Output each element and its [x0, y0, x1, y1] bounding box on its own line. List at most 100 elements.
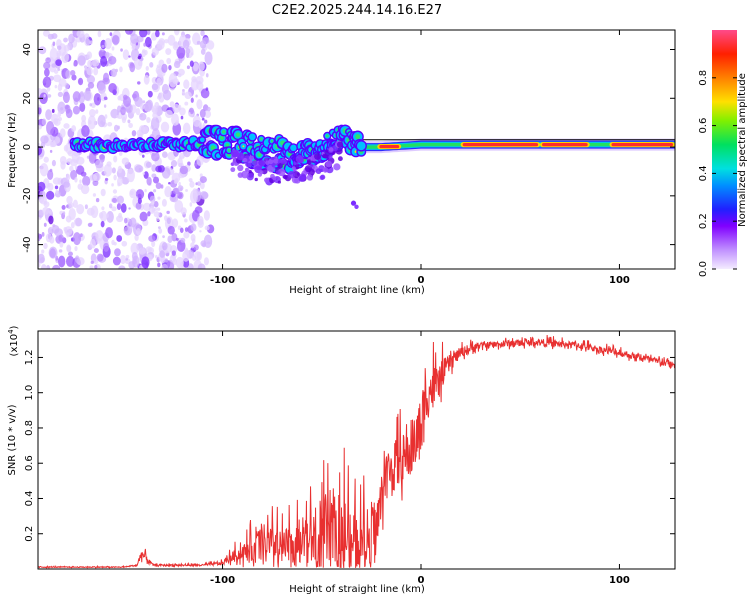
noise-blob [76, 204, 85, 215]
snr-ytick-label: 1.2 [24, 349, 35, 365]
band-spray [277, 158, 284, 165]
noise-blob [174, 200, 184, 213]
noise-blob [199, 230, 202, 233]
colorbar-label: Normalized spectral amplitude [737, 73, 748, 227]
band-blob-core [257, 152, 262, 157]
noise-blob [179, 227, 184, 233]
noise-blob [86, 53, 91, 59]
noise-blob [146, 176, 152, 186]
noise-blob [117, 165, 123, 174]
band-spray [304, 165, 312, 173]
noise-blob [203, 234, 213, 248]
band-spray [271, 163, 276, 168]
band-blob-mid [290, 144, 297, 152]
noise-blob [56, 39, 62, 48]
noise-blob [184, 91, 192, 100]
band-spray [258, 160, 266, 167]
spectrogram-ytick-label: -20 [22, 188, 33, 204]
noise-blob [119, 66, 123, 73]
noise-blob [185, 189, 188, 192]
noise-blob [111, 183, 114, 187]
band-spray [322, 167, 329, 173]
spectrogram-panel: -100 0 100 -40 -20 0 20 40 Height of straight … [7, 29, 748, 296]
noise-blob [121, 240, 128, 247]
noise-blob [93, 67, 99, 76]
noise-blob [197, 263, 206, 269]
snr-multiplier-close: ) [9, 325, 20, 329]
noise-blob [58, 255, 66, 268]
noise-blob [71, 125, 77, 133]
noise-blob [180, 115, 184, 120]
noise-blob [125, 30, 133, 35]
noise-blob [183, 79, 190, 90]
noise-blob [94, 265, 98, 269]
noise-blob [95, 198, 100, 203]
noise-blob [81, 114, 87, 123]
noise-blob [190, 242, 195, 249]
noise-blob [151, 47, 159, 56]
snr-xlabel: Height of straight line (km) [289, 584, 425, 595]
noise-blob [48, 215, 54, 225]
noise-blob [150, 116, 160, 131]
noise-blob [87, 81, 95, 89]
noise-blob [50, 141, 57, 148]
noise-blob [161, 263, 168, 269]
noise-blob [43, 93, 46, 98]
noise-blob [152, 176, 160, 184]
band-blob-mid [248, 133, 256, 141]
band-spray [282, 159, 288, 165]
snr-multiplier: (x104) [7, 325, 20, 356]
noise-blob [158, 228, 163, 234]
noise-blob [195, 94, 198, 98]
noise-blob [167, 34, 176, 46]
isolated-blip [350, 200, 357, 206]
noise-blob [143, 42, 147, 47]
noise-blob [154, 101, 160, 109]
noise-blob [65, 215, 72, 223]
spectrogram-ytick-label: 40 [22, 43, 33, 56]
noise-blob [151, 83, 159, 91]
noise-blob [58, 78, 67, 87]
noise-blob [89, 265, 94, 269]
noise-blob [65, 69, 71, 79]
noise-blob [52, 264, 61, 269]
noise-blob [131, 251, 138, 261]
noise-blob [69, 165, 74, 172]
noise-blob [106, 213, 109, 218]
noise-blob [72, 232, 82, 246]
noise-blob [164, 186, 172, 198]
noise-blob [182, 88, 185, 92]
noise-blob [87, 115, 97, 130]
band-spray [231, 151, 238, 158]
spectrogram-ytick-label: 20 [22, 92, 33, 105]
noise-blob [173, 41, 179, 49]
noise-blob [63, 44, 70, 52]
noise-blob [47, 33, 54, 40]
noise-blob [118, 265, 126, 269]
noise-blob [159, 250, 166, 258]
noise-blob [111, 167, 116, 174]
noise-blob [200, 48, 206, 55]
noise-blob [104, 114, 108, 119]
noise-blob [145, 66, 149, 71]
noise-blob [128, 122, 133, 129]
noise-blob [63, 226, 68, 232]
noise-blob [41, 249, 45, 254]
noise-blob [49, 47, 58, 61]
noise-blob [151, 107, 156, 113]
noise-blob [50, 226, 53, 230]
snr-ytick-label: 1.0 [24, 385, 35, 401]
noise-blob [111, 206, 117, 212]
band-spray [333, 163, 341, 171]
noise-blob [171, 233, 178, 242]
noise-blob [76, 156, 85, 165]
noise-blob [83, 90, 92, 101]
noise-blob [73, 62, 77, 67]
spectrogram-xtick-label: -100 [210, 275, 235, 286]
noise-blob [177, 191, 184, 200]
noise-blob [175, 256, 184, 269]
noise-blob [80, 171, 87, 177]
band-spray [325, 160, 333, 168]
noise-blob [122, 49, 130, 61]
